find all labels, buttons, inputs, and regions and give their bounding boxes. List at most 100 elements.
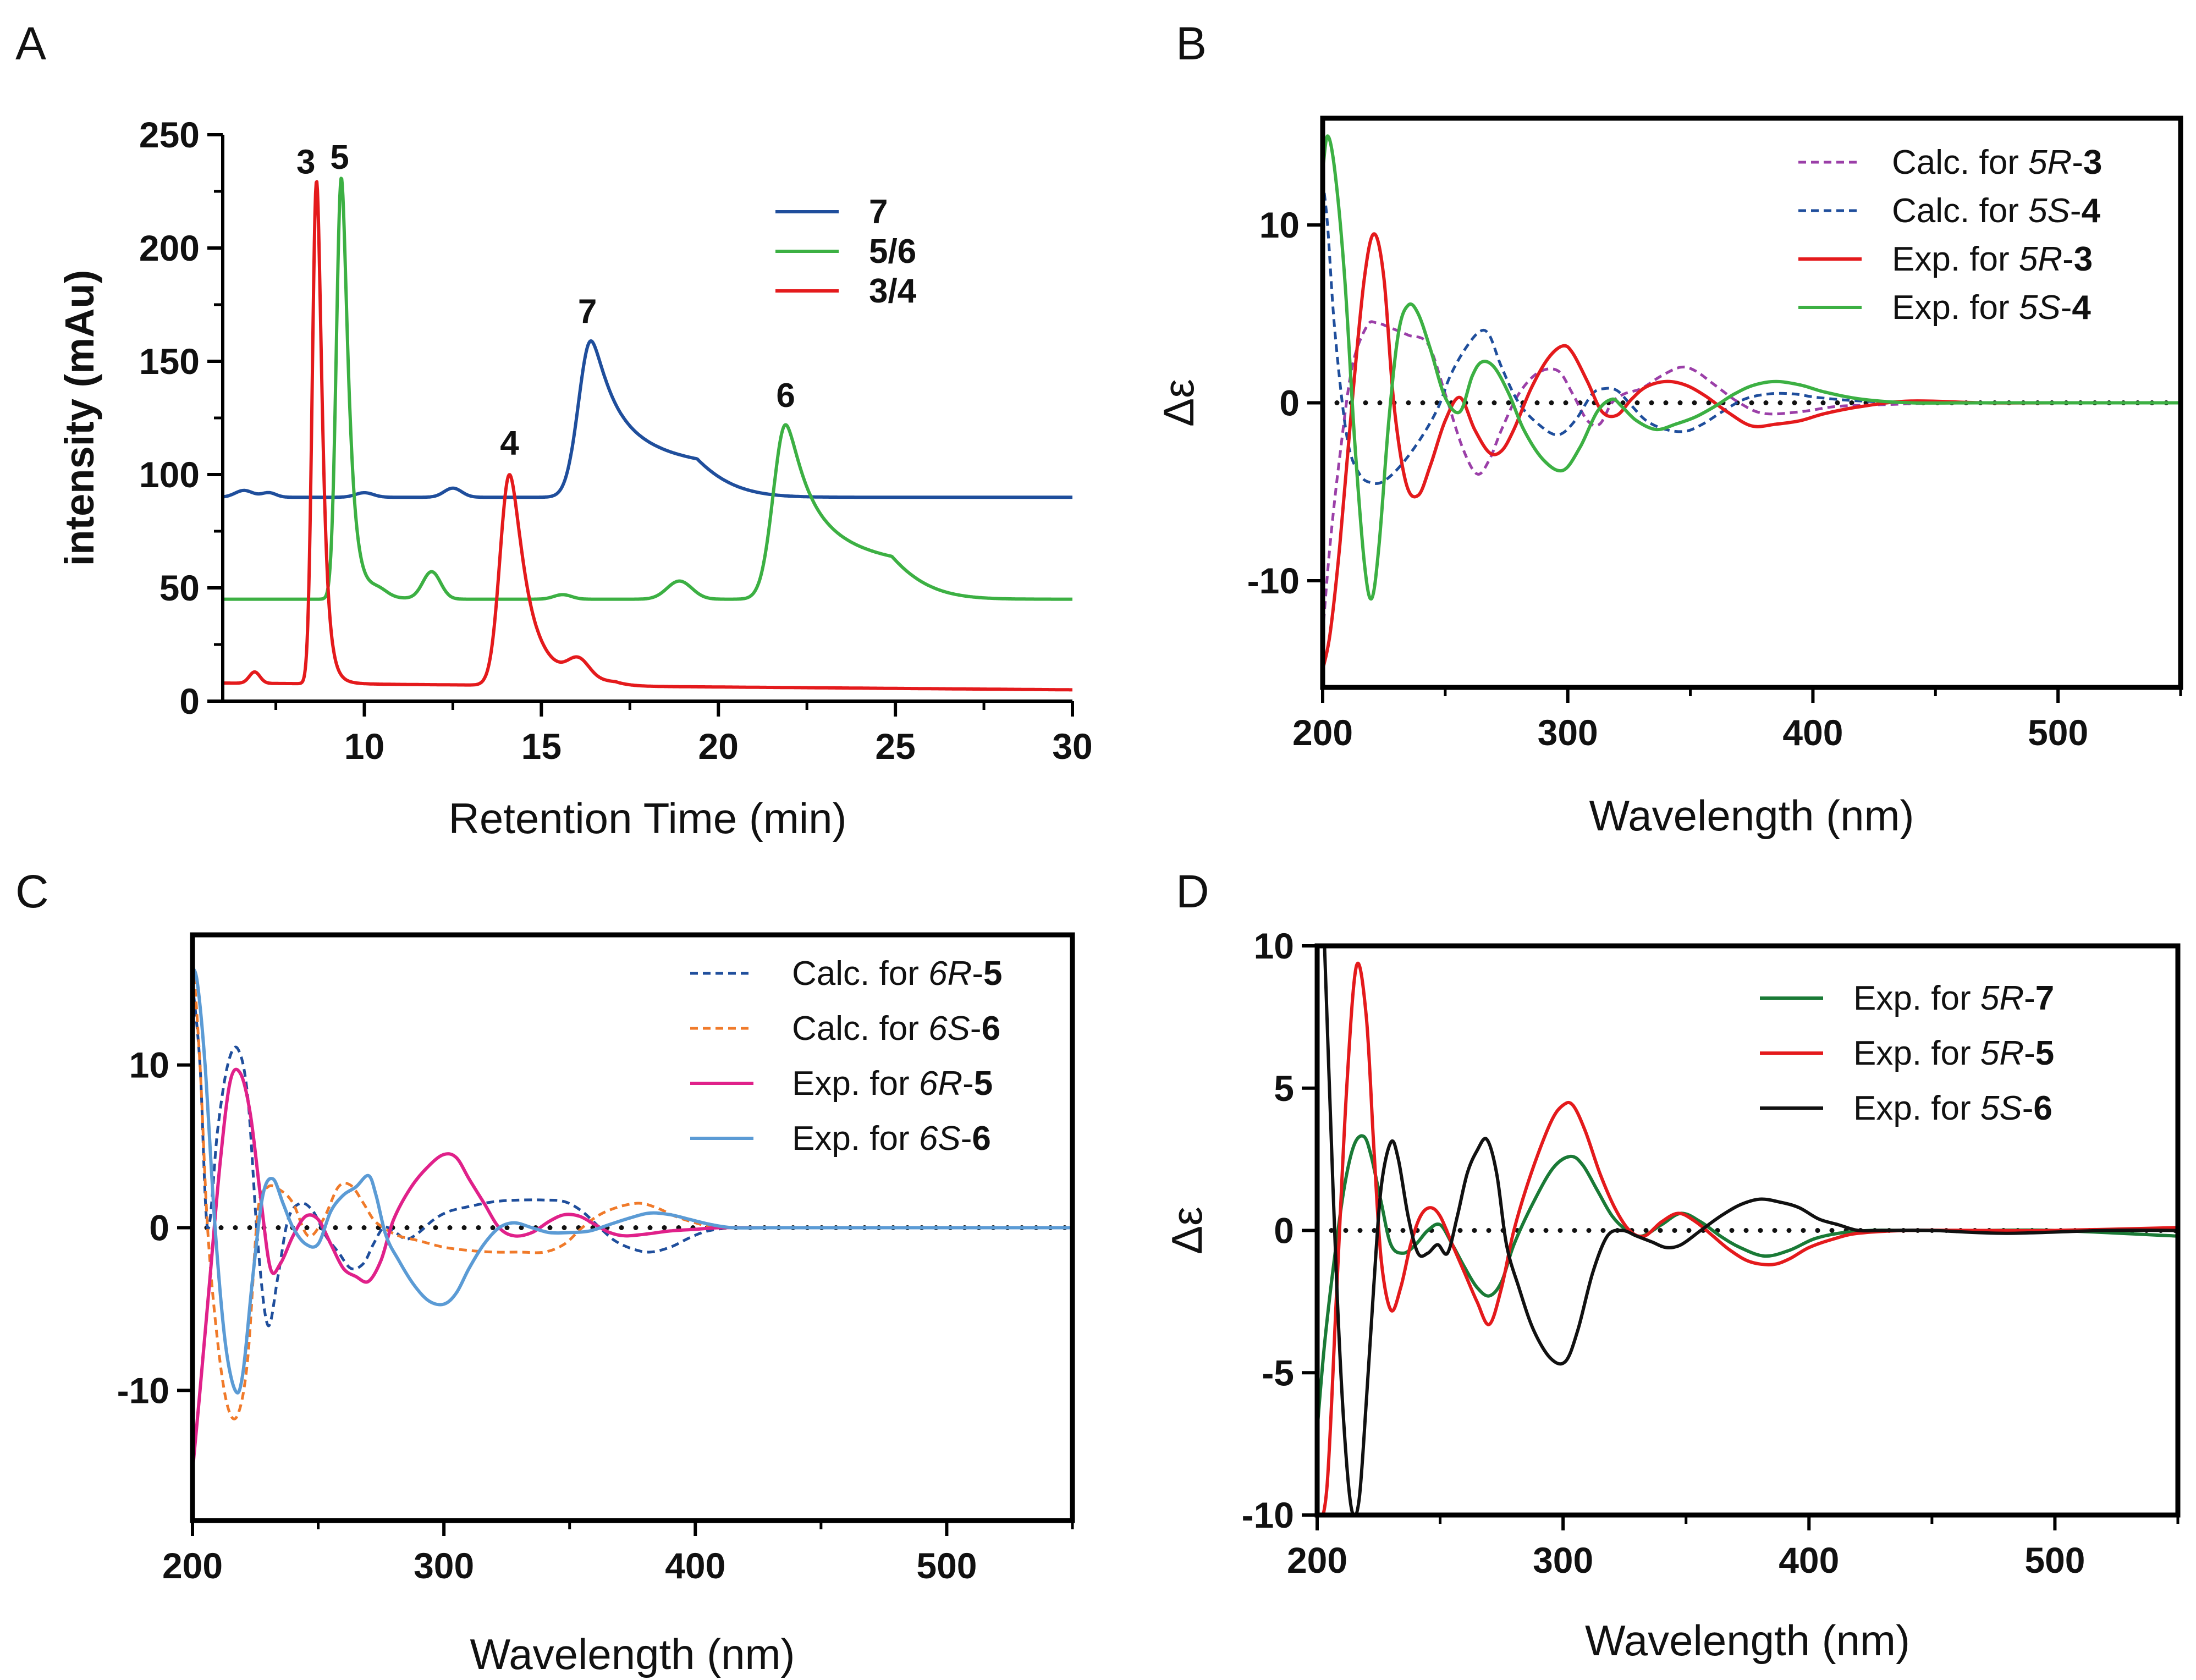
x-tick-label: 200: [162, 1545, 223, 1586]
legend-label: Exp. for 5S-6: [1853, 1089, 2052, 1127]
peak-label: 6: [776, 377, 795, 415]
legend-label: Exp. for 5S-4: [1892, 289, 2091, 327]
peak-label: 5: [330, 139, 349, 177]
peak-label: 7: [578, 293, 597, 331]
legend-label-compound: 5: [974, 1065, 993, 1103]
x-tick-label: 500: [916, 1545, 977, 1586]
legend-label-config: 5S: [1980, 1089, 2022, 1127]
legend-label: Exp. for 5R-3: [1892, 240, 2093, 278]
x-tick-label: 200: [1292, 712, 1353, 753]
y-axis-label: Δε: [1154, 379, 1203, 427]
x-tick-label: 500: [2028, 712, 2088, 753]
peak-label: 3: [296, 143, 315, 181]
series-line-b-1: [1323, 180, 2181, 485]
legend-label-sep: -: [2070, 192, 2082, 230]
legend-label-sep: -: [970, 1010, 982, 1048]
legend-label-sep: -: [2062, 240, 2074, 278]
legend-label-prefix: Exp. for: [1892, 240, 2019, 278]
legend-label-config: 6S: [928, 1010, 970, 1048]
x-axis-label: Retention Time (min): [449, 794, 847, 842]
legend-label-sep: -: [2024, 979, 2035, 1017]
x-tick-label: 400: [1779, 1540, 1839, 1580]
legend-label-sep: -: [2072, 144, 2083, 181]
x-axis-label: Wavelength (nm): [470, 1630, 795, 1678]
series-line-d-1: [1321, 961, 2178, 1516]
legend-label: Exp. for 5R-5: [1853, 1034, 2054, 1072]
legend-label: Calc. for 6S-6: [792, 1010, 1000, 1048]
series-line-c-3: [192, 966, 1072, 1395]
legend-label-compound: 6: [982, 1010, 1000, 1048]
y-tick-label: 0: [149, 1208, 169, 1248]
legend-label-compound: 4: [2082, 192, 2101, 230]
x-axis-label: Wavelength (nm): [1585, 1616, 1910, 1665]
peak-label: 4: [500, 424, 519, 462]
legend-label-config: 5S: [2028, 192, 2070, 230]
panel-label-d: D: [1176, 866, 1209, 917]
series-line-a-0: [223, 339, 1072, 499]
legend-label-prefix: Exp. for: [792, 1120, 919, 1158]
y-tick-label: 150: [139, 341, 200, 382]
y-tick-label: 10: [129, 1045, 169, 1086]
legend-label-config: 5S: [2019, 289, 2061, 327]
legend-label-compound: 6: [972, 1120, 990, 1158]
y-tick-label: 200: [139, 228, 200, 268]
legend-label-prefix: Calc. for: [1892, 144, 2028, 181]
y-tick-label: 0: [1274, 1210, 1294, 1251]
legend-label-prefix: Calc. for: [792, 1010, 928, 1048]
panel-label-c: C: [15, 866, 49, 917]
x-tick-label: 300: [414, 1545, 474, 1586]
chart-b: -10 0 10 200 300 400 500 Wavelength (nm) Δε Calc.…: [1154, 115, 2183, 840]
legend-label-compound: 7: [2035, 979, 2054, 1017]
x-tick-label: 15: [521, 726, 562, 767]
y-axis-label: Δε: [1163, 1207, 1211, 1254]
legend-label-sep: -: [2022, 1089, 2034, 1127]
legend-label-compound: 6: [2033, 1089, 2052, 1127]
legend-label-config: 5R: [1980, 979, 2024, 1017]
legend-label-sep: -: [2024, 1034, 2035, 1072]
legend-label-compound: 3: [2083, 144, 2102, 181]
legend-label: Calc. for 6R-5: [792, 955, 1002, 993]
y-axis-label: intensity (mAu): [57, 270, 102, 566]
series-line-c-2: [192, 1067, 1072, 1472]
legend-label-config: 6S: [919, 1120, 961, 1158]
legend-label-sep: -: [961, 1120, 972, 1158]
panel-label-a: A: [15, 18, 46, 69]
series-line-a-1: [223, 177, 1072, 601]
y-tick-label: 0: [1279, 383, 1300, 423]
legend-label-config: 6R: [928, 955, 972, 993]
y-tick-label: 5: [1274, 1068, 1294, 1109]
legend-label-config: 5R: [2028, 144, 2072, 181]
legend-label: 5/6: [869, 233, 916, 271]
legend-label: Exp. for 6R-5: [792, 1065, 993, 1103]
chart-c: -10 0 10 200 300 400 500 Wavelength (nm) Calc. f…: [117, 932, 1075, 1678]
legend-label: 3/4: [869, 272, 917, 310]
x-tick-label: 20: [698, 726, 739, 767]
legend-label-config: 5R: [2019, 240, 2062, 278]
chart-a: 0 50 100 150 200 250 10 15 20 25 30 Retention Time …: [57, 114, 1093, 842]
y-tick-label: -5: [1262, 1352, 1294, 1393]
y-tick-label: 0: [179, 681, 200, 721]
x-tick-label: 25: [875, 726, 915, 767]
y-tick-label: -10: [117, 1370, 169, 1411]
y-tick-label: 10: [1254, 926, 1294, 966]
y-tick-label: 50: [159, 568, 200, 608]
legend-label-compound: 3: [2074, 240, 2093, 278]
series-line-b-3: [1323, 134, 2181, 601]
y-tick-label: 100: [139, 454, 200, 495]
x-tick-label: 10: [344, 726, 384, 767]
legend-label-prefix: Exp. for: [1892, 289, 2019, 327]
legend-label-prefix: Exp. for: [792, 1065, 919, 1103]
legend-label-config: 5R: [1980, 1034, 2024, 1072]
legend-label: Calc. for 5S-4: [1892, 192, 2101, 230]
x-tick-label: 500: [2024, 1540, 2085, 1580]
legend-label-sep: -: [972, 955, 983, 993]
legend-label: Exp. for 5R-7: [1853, 979, 2054, 1017]
legend-label-compound: 5: [2035, 1034, 2054, 1072]
x-axis-label: Wavelength (nm): [1589, 791, 1914, 840]
legend-label-prefix: Exp. for: [1853, 1034, 1980, 1072]
series-line-d-2: [1323, 945, 2178, 1516]
panel-label-b: B: [1176, 18, 1207, 69]
legend-label: Calc. for 5R-3: [1892, 144, 2102, 181]
